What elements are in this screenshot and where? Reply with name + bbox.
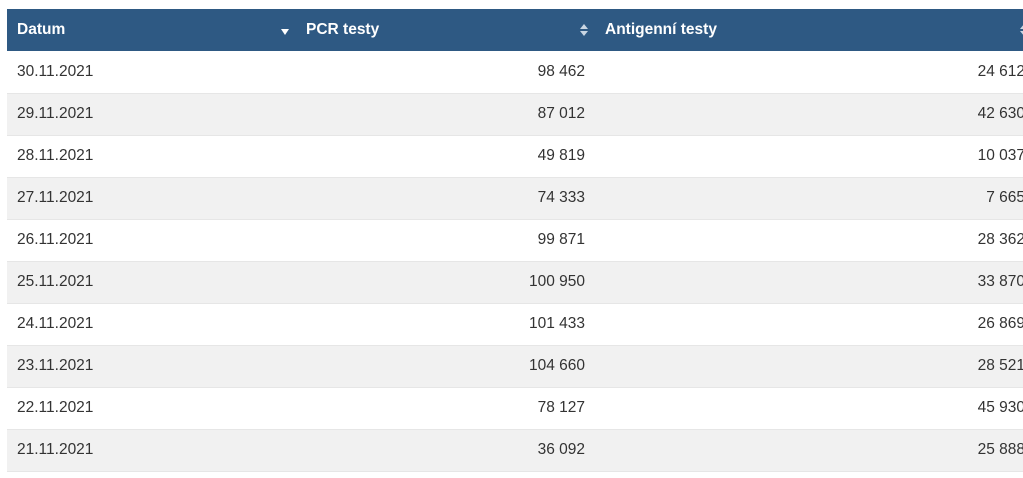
cell-antigen: 42 630 xyxy=(977,105,1023,122)
column-header-label: Datum xyxy=(17,21,66,38)
cell-pcr: 100 950 xyxy=(528,273,585,290)
table-row: 28.11.2021 49 819 10 037 xyxy=(7,135,1023,177)
cell-pcr: 87 012 xyxy=(537,105,585,122)
cell-antigen: 24 612 xyxy=(977,62,1023,80)
column-header-date[interactable]: Datum xyxy=(7,9,296,51)
table-row: 29.11.2021 87 012 42 630 xyxy=(7,93,1023,135)
column-header-label: Antigenní testy xyxy=(605,21,717,38)
cell-date: 23.11.2021 xyxy=(17,357,94,374)
table-row: 25.11.2021 100 950 33 870 xyxy=(7,261,1023,303)
column-header-antigen[interactable]: Antigenní testy xyxy=(595,9,1023,51)
cell-antigen: 10 037 xyxy=(977,147,1023,164)
cell-pcr: 78 127 xyxy=(537,399,585,416)
sort-descending-icon xyxy=(281,29,289,35)
cell-date: 30.11.2021 xyxy=(17,62,94,80)
cell-pcr: 49 819 xyxy=(537,147,585,164)
cell-date: 21.11.2021 xyxy=(17,441,94,458)
table-row: 30.11.2021 98 462 24 612 xyxy=(7,51,1023,93)
cell-date: 29.11.2021 xyxy=(17,105,94,122)
tests-table-container: Datum PCR testy Antigenní testy xyxy=(7,9,1023,472)
column-header-pcr[interactable]: PCR testy xyxy=(296,9,595,51)
cell-date: 24.11.2021 xyxy=(17,315,94,332)
table-body: 30.11.2021 98 462 24 612 29.11.2021 87 0… xyxy=(7,51,1023,471)
table-row: 26.11.2021 99 871 28 362 xyxy=(7,219,1023,261)
table-row: 21.11.2021 36 092 25 888 xyxy=(7,429,1023,471)
cell-date: 26.11.2021 xyxy=(17,231,94,248)
cell-antigen: 26 869 xyxy=(977,315,1023,332)
table-row: 23.11.2021 104 660 28 521 xyxy=(7,345,1023,387)
cell-pcr: 101 433 xyxy=(528,315,585,332)
cell-pcr: 74 333 xyxy=(537,189,585,206)
cell-date: 27.11.2021 xyxy=(17,189,94,206)
cell-antigen: 28 362 xyxy=(977,231,1023,248)
table-row: 22.11.2021 78 127 45 930 xyxy=(7,387,1023,429)
sort-both-icon xyxy=(580,24,588,36)
cell-pcr: 104 660 xyxy=(528,357,585,374)
cell-date: 22.11.2021 xyxy=(17,399,94,416)
table-header: Datum PCR testy Antigenní testy xyxy=(7,9,1023,51)
cell-date: 28.11.2021 xyxy=(17,147,94,164)
table-row: 27.11.2021 74 333 7 665 xyxy=(7,177,1023,219)
cell-antigen: 28 521 xyxy=(977,357,1023,374)
table-row: 24.11.2021 101 433 26 869 xyxy=(7,303,1023,345)
cell-date: 25.11.2021 xyxy=(17,273,94,290)
cell-pcr: 99 871 xyxy=(537,231,585,248)
cell-antigen: 45 930 xyxy=(977,399,1023,416)
tests-table: Datum PCR testy Antigenní testy xyxy=(7,9,1023,472)
column-header-label: PCR testy xyxy=(306,21,380,38)
sort-both-icon xyxy=(1020,25,1023,35)
table-header-row: Datum PCR testy Antigenní testy xyxy=(7,9,1023,51)
cell-antigen: 7 665 xyxy=(986,189,1023,206)
cell-antigen: 33 870 xyxy=(977,273,1023,290)
cell-pcr: 36 092 xyxy=(537,441,585,458)
cell-antigen: 25 888 xyxy=(977,441,1023,458)
cell-pcr: 98 462 xyxy=(537,62,585,80)
